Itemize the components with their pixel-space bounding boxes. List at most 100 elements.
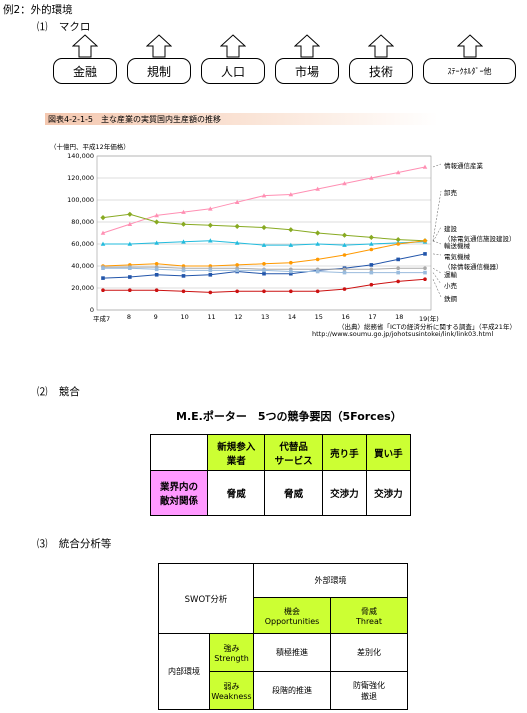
section1-label: マクロ	[58, 21, 91, 33]
data-point	[101, 276, 105, 280]
data-point	[261, 242, 267, 247]
macro-box: 金融	[53, 58, 117, 84]
data-point	[342, 287, 347, 291]
y-tick-label: 40,000	[71, 262, 94, 270]
data-point	[423, 266, 427, 271]
data-point	[181, 268, 186, 273]
data-point	[396, 257, 400, 262]
data-point	[208, 238, 213, 243]
x-tick-label: 8	[126, 313, 131, 321]
up-arrow-icon	[456, 34, 483, 58]
data-point	[154, 213, 159, 218]
x-tick-label: 11	[207, 313, 216, 321]
data-point	[208, 290, 213, 295]
x-tick-label: 10	[180, 313, 189, 321]
data-point	[208, 273, 213, 277]
opportunities: 機会 Opportunities	[253, 597, 331, 634]
data-point	[234, 199, 240, 204]
legend-leader	[432, 226, 442, 242]
header-new-entrants: 新規参入 業者	[206, 434, 266, 471]
data-point	[181, 239, 186, 244]
legend-label: 卸売	[444, 189, 457, 197]
internal-environment: 内部環境	[158, 633, 210, 710]
data-point	[396, 242, 400, 246]
section3-number: ⑶	[37, 538, 48, 550]
cell-threat-2: 脅威	[264, 470, 323, 516]
data-point	[369, 282, 374, 287]
y-tick-label: 0	[89, 306, 94, 314]
legend-label: 小売	[444, 282, 457, 290]
data-point	[315, 241, 320, 246]
section2-number: ⑵	[37, 386, 48, 398]
y-tick-label: 140,000	[67, 152, 94, 160]
data-point	[396, 266, 400, 271]
cell-bargaining-2: 交渉力	[365, 470, 412, 516]
section1-number: ⑴	[37, 21, 48, 33]
section3-label: 統合分析等	[58, 538, 112, 550]
data-point	[395, 237, 401, 243]
data-point	[261, 224, 267, 231]
x-tick-label: 16	[341, 313, 350, 321]
legend-label: 輸送機械	[444, 242, 470, 250]
strength: 強み Strength	[209, 633, 254, 672]
data-point	[423, 252, 427, 256]
macro-box: ｽﾃｰｸﾎﾙﾀﾞｰ他	[423, 58, 516, 84]
data-point	[154, 219, 160, 225]
section1-heading: ⑴ マクロ	[37, 19, 90, 34]
data-point	[395, 170, 401, 175]
data-point	[154, 288, 159, 293]
up-arrow-icon	[368, 34, 394, 58]
data-point	[315, 269, 320, 274]
data-point	[369, 175, 374, 180]
legend-label: 鉄鋼	[444, 295, 457, 303]
row-rivalry: 業界内の 敵対関係	[150, 470, 208, 516]
x-tick-label: 17	[368, 313, 377, 321]
data-point	[315, 289, 320, 294]
data-point	[128, 275, 132, 279]
data-point	[234, 223, 240, 229]
data-point	[127, 221, 133, 226]
chart-source-url: http://www.soumu.go.jp/johotsusintokei/l…	[312, 330, 494, 338]
data-point	[262, 289, 266, 294]
data-point	[288, 192, 294, 197]
data-point	[181, 274, 186, 278]
y-tick-label: 20,000	[71, 284, 94, 292]
data-point	[262, 268, 266, 273]
legend-leader	[432, 240, 442, 245]
chart-unit-label: （十億円、平成12年価格）	[50, 143, 130, 151]
five-forces-title: M.E.ポーター 5つの競争要因（5Forces）	[176, 410, 402, 423]
data-point	[289, 269, 293, 274]
five-forces-corner	[150, 434, 208, 471]
x-tick-label: 9	[153, 313, 158, 321]
data-point	[342, 270, 347, 275]
data-point	[369, 267, 374, 272]
data-point	[154, 262, 159, 266]
data-point	[288, 242, 294, 247]
weakness: 弱み Weakness	[209, 671, 254, 710]
data-point	[100, 241, 106, 246]
data-point	[369, 270, 374, 275]
data-point	[101, 266, 105, 270]
data-point	[100, 230, 106, 235]
data-point	[154, 240, 159, 245]
x-tick-label: 14	[287, 313, 297, 321]
data-point	[234, 240, 240, 245]
chart-source: （出典）総務省「ICTの経済分析に関する調査」（平成21年）	[338, 323, 516, 331]
five-forces-table: 新規参入 業者 代替品 サービス 売り手 買い手 業界内の 敵対関係 脅威 脅威…	[150, 434, 412, 516]
chart-caption-bar	[45, 113, 438, 125]
page-heading: 例2：外的環境	[3, 4, 73, 16]
y-tick-label: 120,000	[67, 174, 94, 182]
data-point	[207, 222, 213, 228]
legend-leader	[432, 163, 442, 168]
macro-box: 人口	[201, 58, 265, 84]
data-point	[289, 260, 293, 265]
data-point	[342, 267, 347, 272]
header-substitutes: 代替品 サービス	[264, 434, 323, 471]
x-tick-label: 13	[261, 313, 270, 321]
data-point	[342, 181, 347, 186]
up-arrow-icon	[72, 34, 98, 58]
x-tick-label: 18	[395, 313, 404, 321]
section2-label: 競合	[58, 386, 80, 398]
data-point	[262, 271, 266, 276]
data-point	[128, 266, 132, 270]
